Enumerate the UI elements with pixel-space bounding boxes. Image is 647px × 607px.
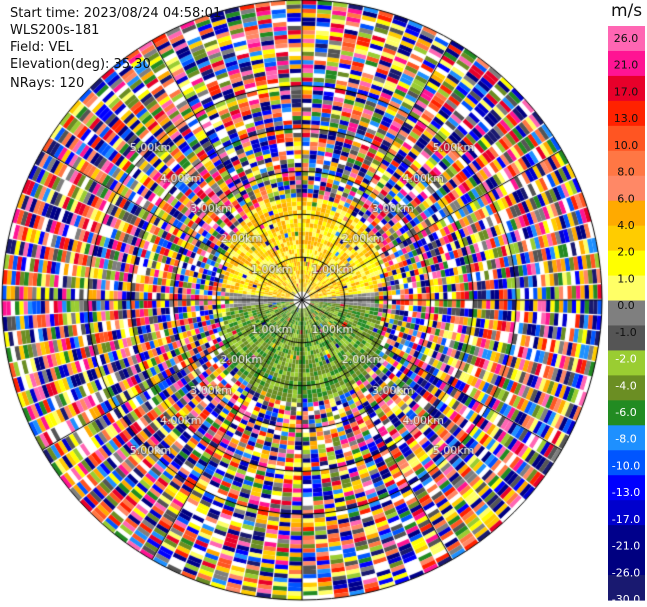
start-time-text: Start time: 2023/08/24 04:58:01: [10, 6, 222, 21]
colorbar-tick-label: -10.0: [612, 459, 640, 472]
colorbar-segment: [608, 525, 645, 551]
colorbar-segment: [608, 400, 645, 426]
colorbar-segment: [608, 50, 645, 77]
colorbar-tick-label: 6.0: [617, 192, 635, 205]
colorbar-tick-label: -8.0: [615, 433, 636, 446]
elevation-text: Elevation(deg): 35.30: [10, 57, 151, 72]
colorbar-tick-label: 2.0: [617, 246, 635, 259]
colorbar-tick-label: 26.0: [614, 32, 639, 45]
colorbar-segment: [608, 325, 645, 352]
colorbar-segment: [608, 375, 645, 401]
colorbar-segment: [608, 275, 645, 302]
nrays-text: NRays: 120: [10, 76, 85, 91]
colorbar-segment: [608, 125, 645, 152]
colorbar-tick-label: 1.0: [617, 272, 635, 285]
colorbar-tick-label: -6.0: [615, 406, 636, 419]
colorbar: 26.0 21.0 17.0 13.0 10.0 8.0 6.0 4.0 2.0 1.0 0.0 -1…: [608, 26, 645, 606]
colorbar-segment: [608, 250, 645, 277]
colorbar-tick-label: -1.0: [615, 326, 636, 339]
colorbar-tick-label: 13.0: [614, 112, 639, 125]
colorbar-tick-label: -2.0: [615, 353, 636, 366]
colorbar-segment: [608, 450, 645, 476]
colorbar-tick-label: -21.0: [612, 540, 640, 553]
colorbar-segment: [608, 100, 645, 127]
info-panel: Start time: 2023/08/24 04:58:01 WLS200s-…: [10, 5, 221, 92]
colorbar-segment: [608, 475, 645, 501]
ppi-velocity-plot: [0, 0, 606, 607]
colorbar-tick-label: -30.0: [612, 593, 640, 606]
colorbar-segment: [608, 175, 645, 202]
colorbar-segment: [608, 300, 645, 327]
colorbar-tick-label: -26.0: [612, 566, 640, 579]
colorbar-segment: [608, 26, 645, 52]
colorbar-segment: [608, 200, 645, 227]
colorbar-tick-label: 21.0: [614, 59, 639, 72]
colorbar-unit: m/s: [611, 1, 643, 21]
colorbar-tick-label: 8.0: [617, 166, 635, 179]
colorbar-segment: [608, 350, 645, 376]
colorbar-segment: [608, 500, 645, 526]
instrument-text: WLS200s-181: [10, 23, 100, 38]
field-text: Field: VEL: [10, 40, 73, 55]
colorbar-tick-label: -17.0: [612, 513, 640, 526]
colorbar-tick-label: 10.0: [614, 139, 639, 152]
colorbar-segment: [608, 550, 645, 576]
colorbar-segment: [608, 225, 645, 252]
colorbar-segment: [608, 150, 645, 177]
colorbar-segment: [608, 425, 645, 451]
colorbar-tick-label: 0.0: [617, 299, 635, 312]
colorbar-segment: [608, 75, 645, 102]
colorbar-segment: [608, 575, 645, 601]
colorbar-tick-label: 4.0: [617, 219, 635, 232]
colorbar-tick-label: 17.0: [614, 85, 639, 98]
colorbar-tick-label: -13.0: [612, 486, 640, 499]
colorbar-tick-label: -4.0: [615, 379, 636, 392]
